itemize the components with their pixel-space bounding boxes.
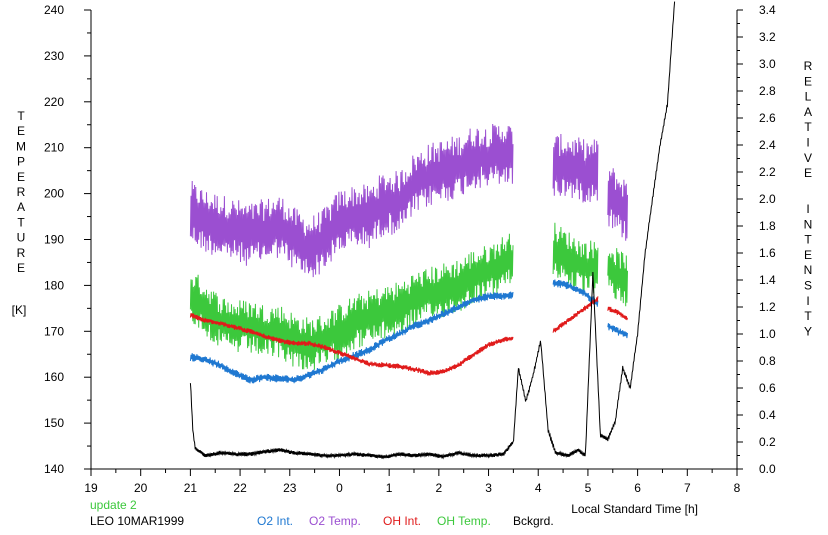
x-tick-label: 2: [436, 481, 443, 495]
x-tick-label: 0: [336, 481, 343, 495]
right-tick-label: 1.0: [759, 327, 776, 341]
legend-entry: O2 Int.: [257, 514, 293, 528]
right-tick-label: 1.8: [759, 219, 776, 233]
right-tick-label: 3.4: [759, 3, 776, 17]
right-axis-title-letter: N: [804, 217, 813, 231]
series-line-o2-temp: [189, 123, 514, 278]
x-tick-label: 3: [485, 481, 492, 495]
left-axis-unit: [K]: [12, 303, 27, 317]
right-axis-title-letter: R: [804, 59, 813, 73]
legend-entry: OH Int.: [383, 514, 421, 528]
series-line-oh-int: [189, 313, 514, 376]
x-tick-label: 21: [184, 481, 198, 495]
left-tick-label: 180: [44, 278, 64, 292]
right-tick-label: 3.2: [759, 30, 776, 44]
left-tick-label: 150: [44, 416, 64, 430]
left-axis-title-letter: T: [17, 109, 25, 123]
x-axis-label: Local Standard Time [h]: [571, 502, 698, 516]
right-axis-title-letter: E: [804, 166, 812, 180]
left-axis-title-letter: E: [17, 170, 25, 184]
x-tick-label: 19: [84, 481, 98, 495]
right-tick-label: 3.0: [759, 57, 776, 71]
right-axis-title-letter: Y: [804, 324, 812, 338]
plot-area: [189, 1, 676, 460]
left-axis-title-letter: E: [17, 261, 25, 275]
x-tick-label: 4: [535, 481, 542, 495]
left-axis-title-letter: U: [17, 231, 26, 245]
series-line-oh-int: [552, 296, 599, 333]
station-label: LEO 10MAR1999: [90, 514, 184, 528]
series-line-oh-temp: [552, 222, 599, 294]
series-line-o2-int: [552, 279, 599, 307]
left-axis-title-letter: P: [17, 155, 25, 169]
right-tick-label: 2.2: [759, 165, 776, 179]
left-tick-label: 240: [44, 3, 64, 17]
left-tick-label: 190: [44, 233, 64, 247]
right-axis-title-letter: T: [804, 233, 812, 247]
legend: update 2 LEO 10MAR1999 O2 Int. O2 Temp. OH I…: [90, 498, 554, 528]
right-axis-title-letter: S: [804, 279, 812, 293]
series-line-o2-int: [607, 323, 628, 339]
left-tick-label: 230: [44, 49, 64, 63]
left-tick-label: 160: [44, 370, 64, 384]
right-tick-label: 2.0: [759, 192, 776, 206]
left-tick-label: 170: [44, 324, 64, 338]
x-tick-label: 6: [634, 481, 641, 495]
x-tick-label: 23: [283, 481, 297, 495]
right-axis-title-letter: T: [804, 309, 812, 323]
right-tick-label: 2.8: [759, 84, 776, 98]
right-tick-label: 1.6: [759, 246, 776, 260]
series-line-o2-temp: [552, 133, 599, 203]
series-line-bckgrd: [189, 1, 676, 460]
series-line-o2-temp: [607, 168, 628, 241]
x-tick-label: 22: [233, 481, 247, 495]
left-tick-label: 220: [44, 95, 64, 109]
right-tick-label: 0.4: [759, 408, 776, 422]
right-tick-label: 0.0: [759, 462, 776, 476]
left-tick-label: 200: [44, 187, 64, 201]
x-tick-label: 8: [734, 481, 741, 495]
right-axis-title-letter: E: [804, 74, 812, 88]
right-tick-label: 0.2: [759, 435, 776, 449]
left-axis-title-letter: R: [17, 246, 26, 260]
series-line-oh-temp: [607, 248, 628, 307]
right-axis-title-letter: V: [804, 151, 812, 165]
legend-entry: OH Temp.: [437, 514, 491, 528]
right-axis-title-letter: I: [806, 294, 809, 308]
right-tick-label: 1.4: [759, 273, 776, 287]
left-tick-label: 210: [44, 141, 64, 155]
axes: 1401501601701801902002102202302400.00.20…: [44, 3, 776, 495]
left-tick-label: 140: [44, 462, 64, 476]
right-axis-title-letter: I: [806, 136, 809, 150]
series-line-oh-temp: [189, 233, 514, 370]
left-axis-title-letter: A: [17, 200, 25, 214]
right-axis-title-letter: E: [804, 248, 812, 262]
x-tick-label: 5: [585, 481, 592, 495]
right-axis-title-letter: I: [806, 202, 809, 216]
right-tick-label: 0.6: [759, 381, 776, 395]
right-axis-title-letter: A: [804, 105, 812, 119]
right-axis-title-letter: T: [804, 120, 812, 134]
right-axis-title-letter: N: [804, 263, 813, 277]
x-tick-label: 1: [386, 481, 393, 495]
right-axis-title-letter: L: [805, 90, 812, 104]
series-line-oh-int: [607, 306, 628, 321]
x-tick-label: 7: [684, 481, 691, 495]
update-label: update 2: [90, 498, 137, 512]
left-axis-title-letter: M: [16, 139, 26, 153]
left-axis-title-letter: E: [17, 124, 25, 138]
legend-entry: O2 Temp.: [309, 514, 361, 528]
legend-entry: Bckgrd.: [513, 514, 554, 528]
left-axis-title-letter: T: [17, 215, 25, 229]
right-tick-label: 2.4: [759, 138, 776, 152]
right-tick-label: 1.2: [759, 300, 776, 314]
x-tick-label: 20: [134, 481, 148, 495]
right-tick-label: 2.6: [759, 111, 776, 125]
left-axis-title-letter: R: [17, 185, 26, 199]
right-tick-label: 0.8: [759, 354, 776, 368]
